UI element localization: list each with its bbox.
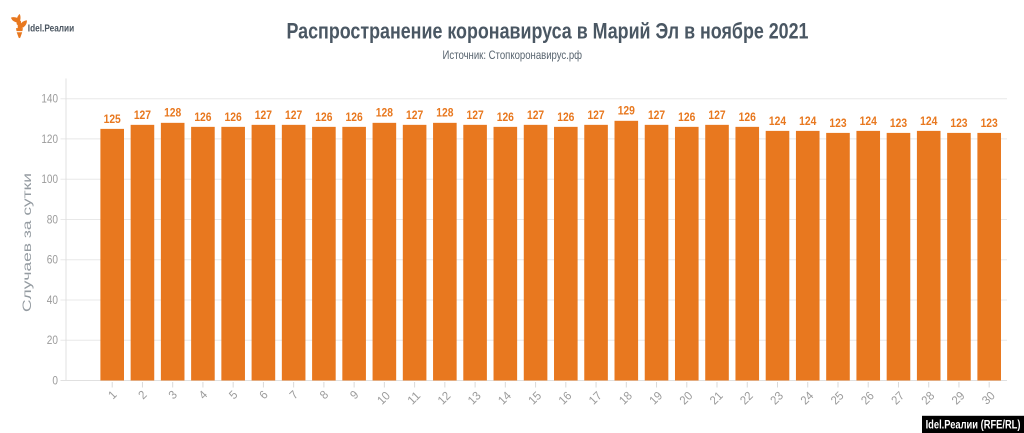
svg-text:127: 127 — [406, 108, 423, 122]
svg-text:Idel.Реалии (RFE/RL): Idel.Реалии (RFE/RL) — [926, 418, 1021, 432]
svg-text:126: 126 — [225, 110, 242, 124]
svg-text:126: 126 — [194, 110, 211, 124]
svg-text:128: 128 — [436, 106, 453, 120]
svg-text:127: 127 — [587, 108, 604, 122]
svg-text:124: 124 — [860, 114, 877, 128]
svg-text:120: 120 — [41, 132, 58, 146]
svg-text:126: 126 — [497, 110, 514, 124]
svg-text:127: 127 — [708, 108, 725, 122]
svg-text:126: 126 — [315, 110, 332, 124]
svg-text:20: 20 — [47, 333, 58, 347]
svg-text:Случаев за сутки: Случаев за сутки — [20, 173, 34, 312]
svg-text:123: 123 — [890, 116, 907, 130]
svg-text:124: 124 — [769, 114, 786, 128]
svg-text:Idel.Реалии: Idel.Реалии — [28, 24, 74, 35]
svg-text:40: 40 — [47, 293, 58, 307]
svg-text:126: 126 — [557, 110, 574, 124]
svg-text:80: 80 — [47, 213, 58, 227]
svg-text:129: 129 — [618, 104, 635, 118]
svg-text:0: 0 — [52, 374, 58, 388]
svg-text:140: 140 — [41, 92, 58, 106]
svg-text:127: 127 — [648, 108, 665, 122]
svg-text:124: 124 — [799, 114, 816, 128]
svg-text:123: 123 — [981, 116, 998, 130]
svg-text:125: 125 — [104, 112, 121, 126]
svg-text:124: 124 — [920, 114, 937, 128]
svg-text:127: 127 — [255, 108, 272, 122]
svg-text:123: 123 — [829, 116, 846, 130]
svg-text:127: 127 — [134, 108, 151, 122]
svg-text:126: 126 — [346, 110, 363, 124]
svg-text:127: 127 — [527, 108, 544, 122]
svg-text:123: 123 — [950, 116, 967, 130]
svg-text:60: 60 — [47, 253, 58, 267]
svg-text:100: 100 — [41, 172, 58, 186]
svg-text:Распространение коронавируса в: Распространение коронавируса в Марий Эл … — [287, 19, 809, 44]
svg-text:128: 128 — [164, 106, 181, 120]
svg-text:127: 127 — [285, 108, 302, 122]
svg-text:126: 126 — [678, 110, 695, 124]
svg-text:126: 126 — [739, 110, 756, 124]
svg-text:Источник: Стопкоронавирус.рф: Источник: Стопкоронавирус.рф — [443, 48, 583, 62]
svg-text:128: 128 — [376, 106, 393, 120]
svg-text:127: 127 — [466, 108, 483, 122]
